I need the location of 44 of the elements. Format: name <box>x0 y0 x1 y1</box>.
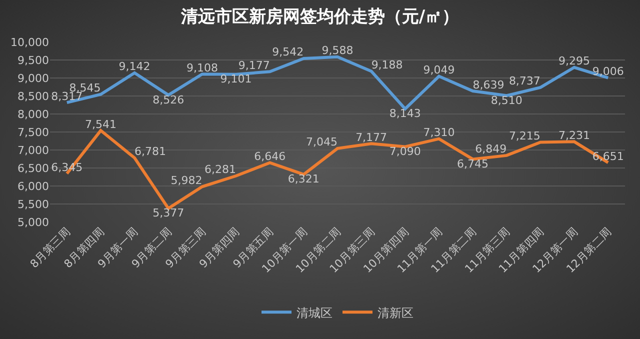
data-label: 8,143 <box>389 107 421 120</box>
y-tick-label: 5,000 <box>18 216 49 229</box>
data-label: 9,049 <box>423 63 455 76</box>
data-label: 9,177 <box>238 58 270 72</box>
data-label: 9,588 <box>322 44 354 58</box>
data-label: 6,281 <box>204 163 236 176</box>
data-label: 6,781 <box>134 145 166 158</box>
y-tick-label: 7,500 <box>18 126 49 139</box>
data-label: 9,142 <box>118 60 150 74</box>
data-label: 9,108 <box>186 61 218 74</box>
data-label: 9,542 <box>272 46 304 59</box>
data-label: 7,310 <box>423 126 455 140</box>
data-label: 8,526 <box>152 93 184 106</box>
data-label: 7,177 <box>356 130 388 144</box>
data-label: 5,982 <box>170 174 202 187</box>
y-tick-label: 5,500 <box>18 198 49 211</box>
data-label: 6,745 <box>457 157 489 170</box>
data-label: 7,541 <box>84 118 116 131</box>
data-label: 5,377 <box>152 206 184 220</box>
y-tick-label: 9,500 <box>18 54 49 67</box>
data-label: 6,321 <box>288 172 320 186</box>
legend-label: 清城区 <box>296 306 332 320</box>
data-label: 7,231 <box>558 128 590 142</box>
y-tick-label: 8,000 <box>18 108 49 121</box>
data-label: 8,737 <box>508 74 540 88</box>
data-label: 7,045 <box>306 136 338 149</box>
y-tick-label: 8,500 <box>18 90 49 103</box>
data-label: 7,215 <box>508 130 540 143</box>
data-label: 9,295 <box>558 54 590 68</box>
y-tick-label: 7,000 <box>18 144 49 157</box>
data-label: 8,510 <box>490 94 522 107</box>
y-tick-label: 6,000 <box>18 180 49 193</box>
data-label: 9,101 <box>220 72 252 86</box>
chart-title: 清远市区新房网签均价走势（元/㎡） <box>180 7 460 28</box>
data-label: 7,090 <box>389 145 421 158</box>
data-label: 8,639 <box>472 78 504 92</box>
data-label: 9,006 <box>592 65 624 78</box>
y-tick-label: 6,500 <box>18 162 49 175</box>
y-tick-label: 9,000 <box>18 72 49 85</box>
y-tick-label: 10,000 <box>10 36 49 49</box>
data-label: 9,188 <box>371 58 403 72</box>
legend-label: 清新区 <box>378 306 414 320</box>
data-label: 6,849 <box>475 142 507 156</box>
data-label: 6,646 <box>254 150 286 163</box>
